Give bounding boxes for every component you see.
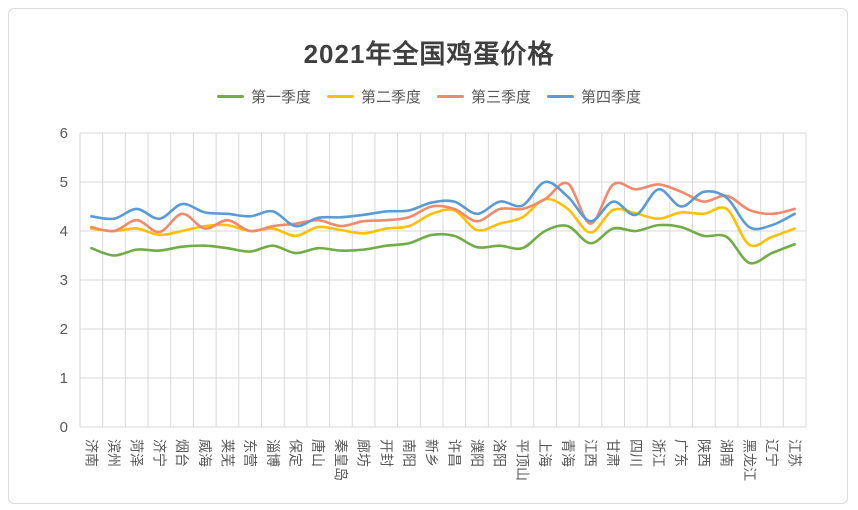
x-axis-category-label: 烟台: [174, 439, 190, 467]
x-axis-category-label: 东营: [242, 439, 258, 467]
series-line-第一季度: [90, 223, 796, 265]
legend-item: 第三季度: [437, 86, 531, 107]
x-axis-category-label: 莱芜: [219, 439, 235, 467]
x-axis-category-label: 济宁: [151, 439, 167, 467]
y-axis-tick-label: 6: [60, 125, 68, 142]
y-axis-tick-label: 0: [60, 419, 68, 436]
x-axis-category-label: 唐山: [310, 439, 326, 467]
x-axis-category-label: 江苏: [787, 439, 803, 467]
x-axis-category-label: 甘肃: [605, 439, 621, 467]
x-axis-category-label: 青海: [560, 439, 576, 467]
x-axis-category-label: 济南: [83, 439, 99, 467]
x-axis-category-label: 洛阳: [492, 439, 508, 467]
legend-label: 第二季度: [360, 89, 421, 106]
x-axis-category-label: 南阳: [401, 439, 417, 467]
legend-line-swatch: [326, 95, 354, 98]
legend-label: 第四季度: [581, 89, 642, 106]
series-line-第二季度: [90, 197, 796, 248]
x-axis-category-label: 廊坊: [356, 439, 372, 467]
x-axis-category-label: 滨州: [106, 439, 122, 467]
y-axis-tick-label: 4: [60, 223, 68, 240]
y-axis-tick-label: 3: [60, 272, 68, 289]
x-axis-category-label: 四川: [628, 439, 644, 467]
x-axis-category-label: 濮阳: [469, 439, 485, 467]
x-axis-category-label: 江西: [582, 439, 598, 467]
legend-item: 第一季度: [216, 86, 311, 107]
series-line-第三季度: [90, 181, 796, 234]
x-axis-category-label: 陕西: [696, 439, 712, 467]
series-line-第四季度: [90, 180, 796, 231]
x-axis-category-label: 威海: [197, 439, 213, 467]
x-axis-category-label: 菏泽: [129, 439, 145, 467]
x-axis-category-label: 广东: [673, 439, 689, 467]
x-axis-category-label: 淄博: [265, 439, 281, 467]
x-axis-category-label: 新乡: [424, 439, 440, 467]
chart-title: 2021年全国鸡蛋价格: [303, 39, 555, 69]
x-axis-category-label: 保定: [288, 439, 304, 467]
x-axis-category-label: 辽宁: [764, 439, 780, 467]
legend-line-swatch: [216, 95, 244, 98]
x-axis-category-label: 浙江: [651, 439, 667, 467]
x-axis-category-label: 湖南: [719, 439, 735, 467]
legend-label: 第三季度: [471, 89, 532, 106]
legend-item: 第四季度: [547, 86, 641, 107]
x-axis-category-label: 黑龙江: [741, 439, 757, 481]
y-axis-tick-label: 2: [60, 321, 68, 338]
x-axis-category-label: 上海: [537, 439, 553, 467]
x-axis-category-label: 平顶山: [514, 439, 530, 481]
x-axis-category-label: 开封: [378, 439, 394, 467]
y-axis-tick-label: 1: [60, 370, 68, 387]
legend-label: 第一季度: [250, 89, 311, 106]
legend-item: 第二季度: [326, 86, 421, 107]
x-axis-category-label: 许昌: [446, 439, 462, 467]
y-axis-tick-label: 5: [60, 174, 68, 191]
x-axis-category-label: 秦皇岛: [333, 439, 349, 481]
chart-legend: 第一季度 第二季度 第三季度 第四季度: [0, 86, 858, 107]
legend-line-swatch: [547, 95, 575, 98]
legend-line-swatch: [437, 95, 464, 98]
